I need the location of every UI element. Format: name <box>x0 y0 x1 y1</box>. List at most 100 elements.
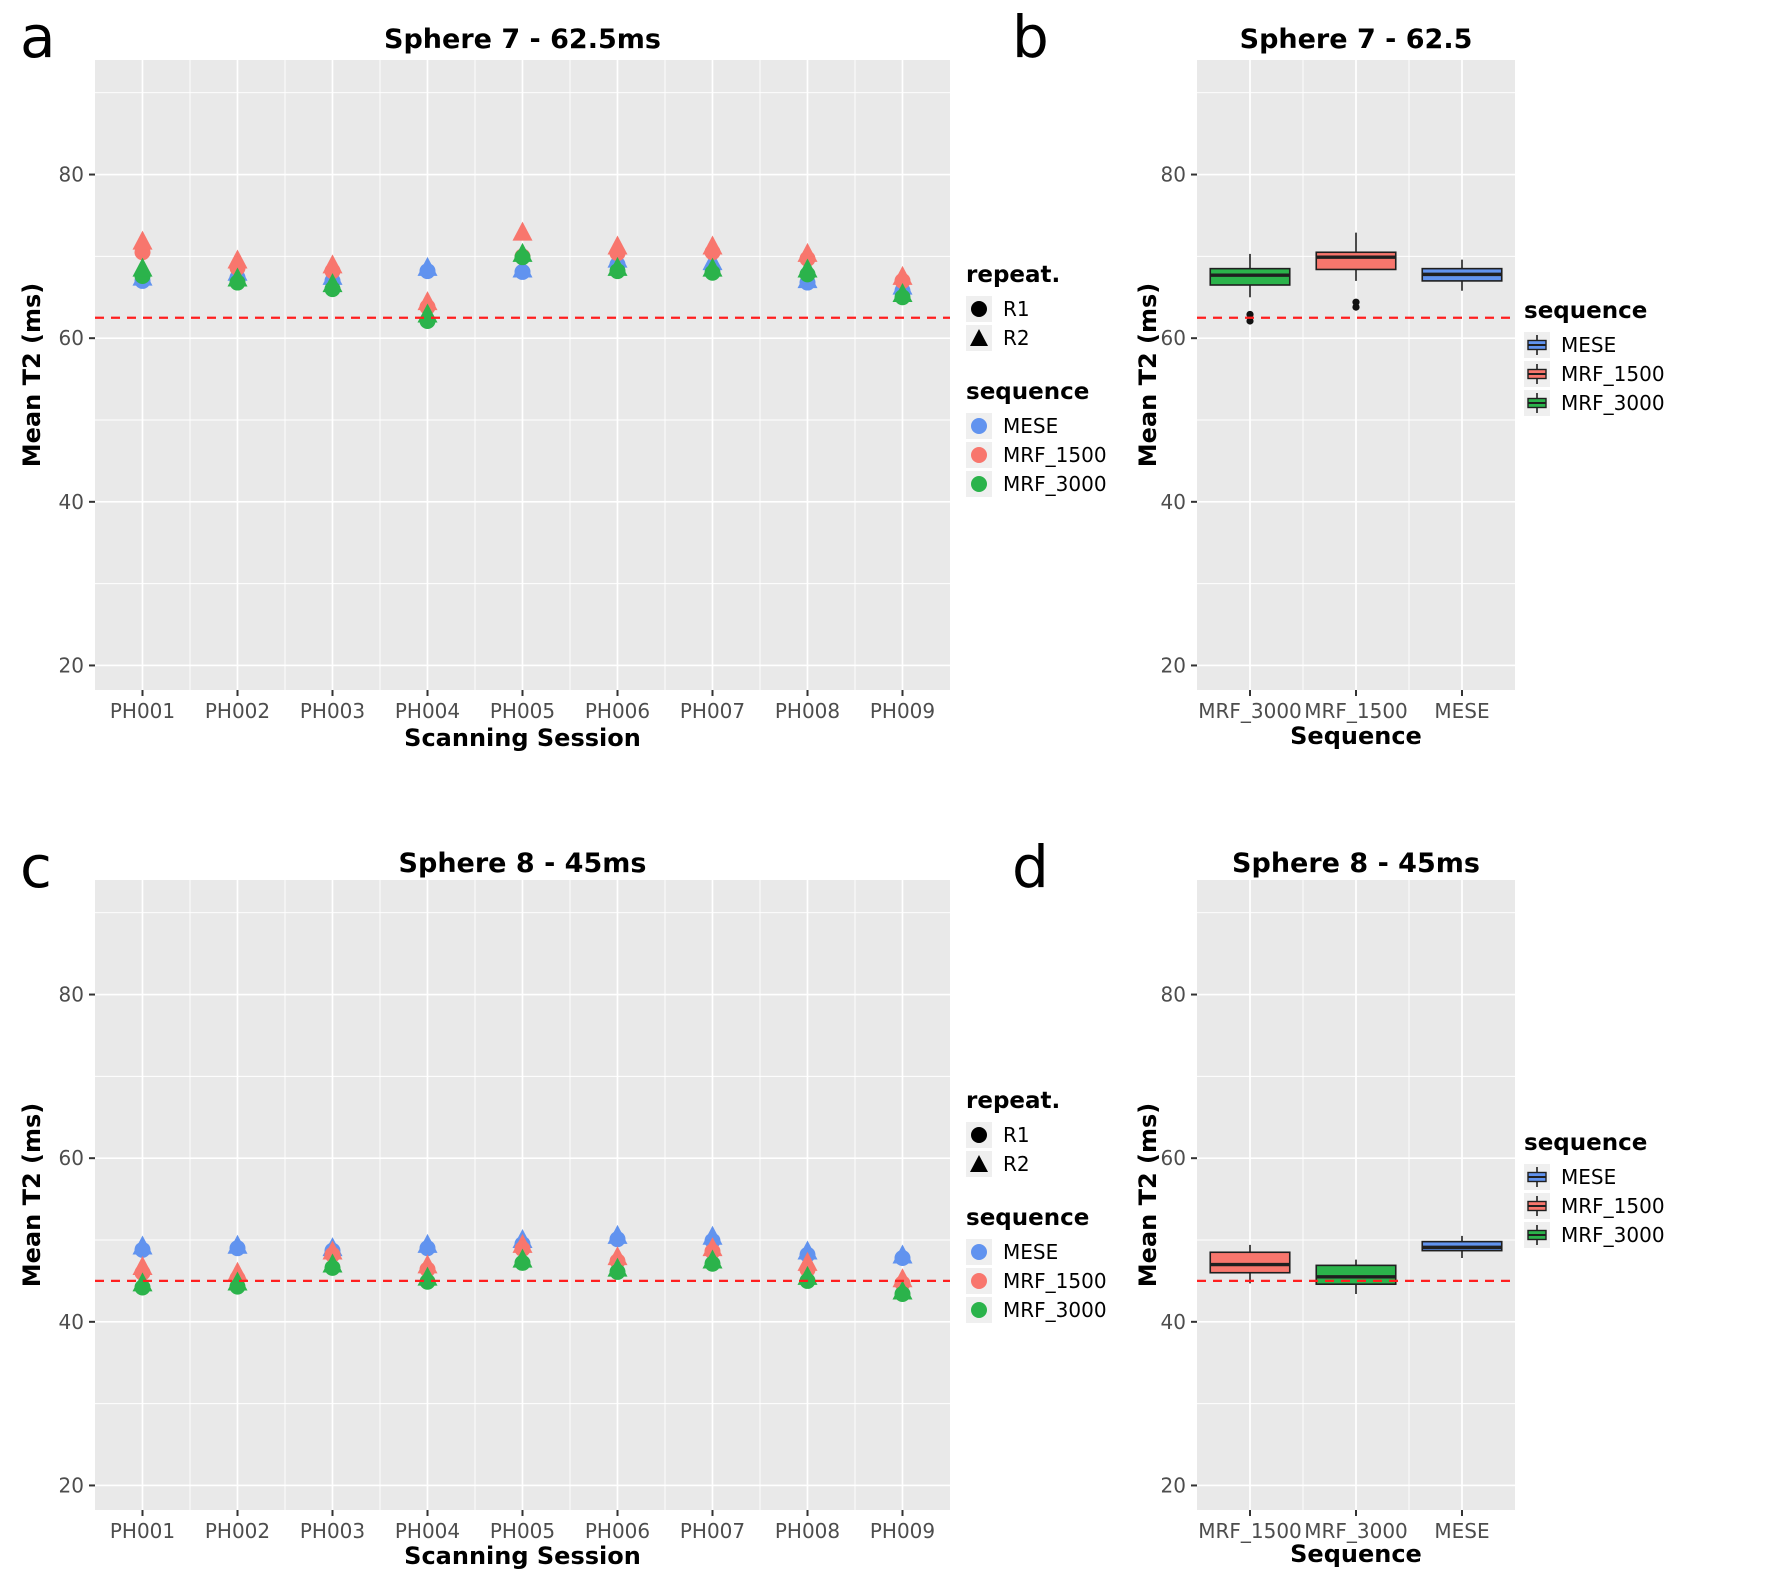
panel-b-plot: Mean T2 (ms) 20 40 60 80 MRF_3000 MRF_1500 MES… <box>1134 60 1515 723</box>
panel-c-legend: repeat. R1 R2 sequence MESE MRF_1500 MRF… <box>966 1088 1181 1326</box>
y-tick-label: 80 <box>1161 163 1186 187</box>
legend-item-mrf1500: MRF_1500 <box>1524 361 1779 387</box>
y-tick-label: 20 <box>1161 653 1186 677</box>
legend-item-label: MRF_1500 <box>1561 362 1665 386</box>
legend-item-mese: MESE <box>1524 1164 1779 1190</box>
x-tick-label: PH008 <box>775 699 840 723</box>
panel-a-legend: repeat. R1 R2 sequence MESE MRF_1500 MRF… <box>966 262 1181 500</box>
legend-item-label: R2 <box>1003 1152 1030 1176</box>
legend-item-r2: R2 <box>966 1151 1181 1177</box>
y-tick-label: 20 <box>1161 1473 1186 1497</box>
box <box>1209 1251 1291 1274</box>
x-tick-label: MESE <box>1434 699 1489 723</box>
r2-triangle-icon <box>966 1151 992 1177</box>
data-point-r2 <box>892 1280 913 1300</box>
legend-item-label: MESE <box>1561 333 1617 357</box>
x-tick-label: PH003 <box>300 1519 365 1543</box>
r2-triangle-icon <box>966 325 992 351</box>
outlier-point <box>1352 298 1360 306</box>
data-point-r2 <box>702 257 723 277</box>
mrf1500-boxplot-icon <box>1524 1193 1550 1219</box>
data-point-r2 <box>132 1235 153 1255</box>
panel-b-y-axis-label: Mean T2 (ms) <box>1134 283 1162 467</box>
y-tick-label: 40 <box>1161 1310 1186 1334</box>
data-point-r2 <box>797 258 818 278</box>
legend-item-label: MRF_1500 <box>1561 1194 1665 1218</box>
data-point-r2 <box>702 235 723 255</box>
x-tick-label: PH002 <box>205 1519 270 1543</box>
y-tick-label: 60 <box>1161 1146 1186 1170</box>
data-point-r2 <box>322 273 343 293</box>
x-tick-label: PH007 <box>680 1519 745 1543</box>
x-tick-label: PH006 <box>585 1519 650 1543</box>
data-point-r2 <box>702 1237 723 1257</box>
outlier-point <box>1246 310 1254 319</box>
y-tick-label: 60 <box>59 1146 84 1170</box>
x-tick-label: PH008 <box>775 1519 840 1543</box>
mrf3000-boxplot-icon <box>1524 1222 1550 1248</box>
repeat-legend-title: repeat. <box>966 262 1061 288</box>
data-point-r2 <box>607 1224 628 1244</box>
mrf1500-boxplot-icon <box>1524 361 1550 387</box>
y-tick-label: 20 <box>59 653 84 677</box>
panel-a-plot: Mean T2 (ms) 20 40 60 80 PH001 PH002 PH003 PH00… <box>18 60 950 723</box>
panel-a-letter: a <box>20 3 56 71</box>
panel-a-x-axis-label: Scanning Session <box>404 724 641 752</box>
sequence-legend-title: sequence <box>1524 298 1648 324</box>
data-point-r2 <box>607 235 628 255</box>
mese-circle-icon <box>966 413 992 439</box>
x-tick-label: PH001 <box>110 699 175 723</box>
data-point-r2 <box>322 254 343 274</box>
panel-a-y-axis-label: Mean T2 (ms) <box>18 283 46 467</box>
data-point-r2 <box>892 1244 913 1264</box>
data-point-r2 <box>227 1261 248 1281</box>
y-tick-label: 40 <box>59 1310 84 1334</box>
panel-d-y-axis-label: Mean T2 (ms) <box>1134 1103 1162 1287</box>
box <box>1315 251 1397 271</box>
x-tick-label: PH005 <box>490 699 555 723</box>
r1-circle-icon <box>966 1122 992 1148</box>
mese-circle-icon <box>966 1239 992 1265</box>
data-point-r2 <box>132 230 153 250</box>
panel-c-plot: Mean T2 (ms) 20 40 60 80 PH001 PH002 PH003 PH00… <box>18 880 950 1543</box>
data-point-r2 <box>227 1271 248 1291</box>
panel-d-x-axis-label: Sequence <box>1290 1540 1422 1568</box>
x-tick-label: MRF_3000 <box>1304 1519 1408 1543</box>
data-point-r2 <box>512 258 533 278</box>
data-point-r2 <box>702 1225 723 1245</box>
x-tick-label: MRF_3000 <box>1198 699 1302 723</box>
sequence-legend-title: sequence <box>966 1205 1090 1231</box>
data-point-r2 <box>132 1256 153 1275</box>
panel-b-title: Sphere 7 - 62.5 <box>1239 24 1473 55</box>
legend-item-r1: R1 <box>966 296 1181 322</box>
data-point-r2 <box>322 1240 343 1260</box>
mese-boxplot-icon <box>1524 1164 1550 1190</box>
data-point-r2 <box>797 1240 818 1260</box>
data-point-r2 <box>607 1257 628 1277</box>
panel-d-letter: d <box>1012 833 1049 901</box>
data-point-r2 <box>512 221 533 241</box>
panel-b-letter: b <box>1012 3 1049 71</box>
legend-item-label: MRF_1500 <box>1003 1269 1107 1293</box>
x-tick-label: PH009 <box>870 699 935 723</box>
x-tick-label: PH004 <box>395 699 460 723</box>
data-point-r2 <box>607 256 628 276</box>
panel-c: c Sphere 8 - 45ms Mean T2 (ms) 20 40 60 80 P… <box>0 828 968 1591</box>
legend-item-mrf3000: MRF_3000 <box>966 1297 1181 1323</box>
legend-item-label: MESE <box>1003 1240 1059 1264</box>
legend-item-label: R2 <box>1003 326 1030 350</box>
mrf3000-circle-icon <box>966 471 992 497</box>
legend-item-label: MESE <box>1561 1165 1617 1189</box>
x-tick-label: PH001 <box>110 1519 175 1543</box>
panel-d-title: Sphere 8 - 45ms <box>1232 848 1480 879</box>
legend-item-label: MRF_3000 <box>1561 391 1665 415</box>
y-tick-label: 60 <box>1161 326 1186 350</box>
data-point-r2 <box>892 283 913 302</box>
panel-c-letter: c <box>20 833 52 901</box>
mese-boxplot-icon <box>1524 332 1550 358</box>
x-tick-label: PH007 <box>680 699 745 723</box>
data-point-r2 <box>227 1234 248 1254</box>
x-tick-label: PH004 <box>395 1519 460 1543</box>
panel-d-plot: Mean T2 (ms) 20 40 60 80 MRF_1500 MRF_3000 MES… <box>1134 880 1515 1543</box>
